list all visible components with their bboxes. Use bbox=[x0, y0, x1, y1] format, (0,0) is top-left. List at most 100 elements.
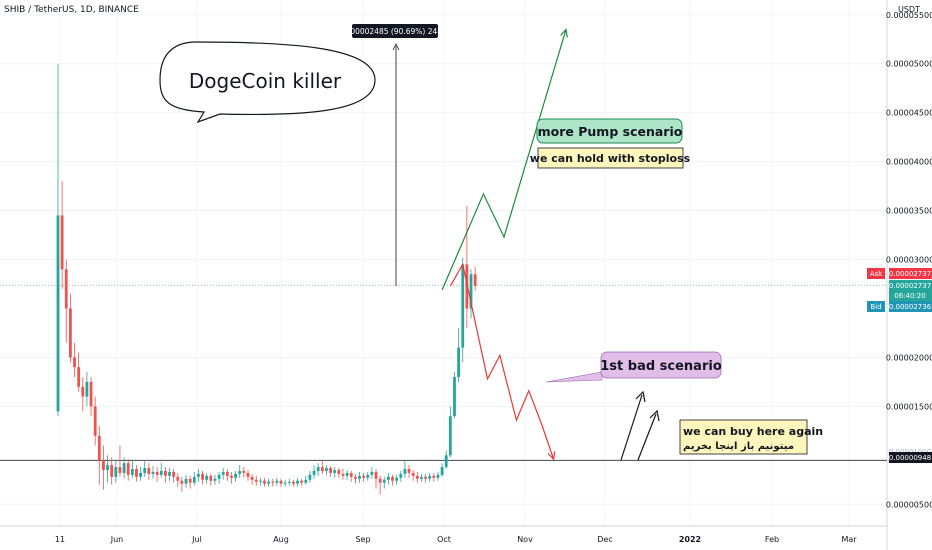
y-tick-label: 0.00004500 bbox=[886, 109, 932, 118]
bad-scenario-path bbox=[449, 262, 555, 460]
candle-body bbox=[89, 381, 93, 407]
candle-body bbox=[316, 467, 320, 471]
candle-body bbox=[267, 481, 271, 484]
pump-scenario-path-head bbox=[560, 28, 568, 38]
candle-body bbox=[77, 367, 81, 387]
bid-tag: Bid 0.00002736 bbox=[867, 301, 932, 312]
stoploss-label: we can hold with stoploss bbox=[530, 152, 691, 165]
candle-body bbox=[444, 455, 448, 468]
candle-body bbox=[147, 468, 151, 474]
buy-arrow-1[interactable] bbox=[620, 394, 643, 461]
candle-body bbox=[407, 469, 411, 473]
buy-label-box[interactable] bbox=[679, 419, 808, 455]
measure-label-box bbox=[352, 24, 438, 38]
candle-body bbox=[320, 467, 324, 471]
candle-body bbox=[135, 469, 138, 477]
buy-arrow-2-head bbox=[649, 409, 660, 422]
candle-body bbox=[114, 467, 118, 477]
candle-body bbox=[85, 381, 89, 397]
buy-arrow-2[interactable] bbox=[637, 413, 657, 461]
candle-body bbox=[329, 468, 332, 473]
ask-tag-label: Ask bbox=[870, 270, 883, 278]
candle-series bbox=[56, 63, 477, 495]
candle-body bbox=[163, 470, 167, 476]
candle-body bbox=[312, 470, 316, 475]
candle-body bbox=[238, 470, 242, 474]
pump-label: more Pump scenario bbox=[538, 124, 683, 139]
buy-arrow-1-head bbox=[635, 390, 646, 403]
stoploss-label-box[interactable] bbox=[537, 147, 684, 169]
candle-body bbox=[213, 478, 217, 481]
candle-body bbox=[106, 465, 109, 470]
y-tick-label: 0.00005500 bbox=[886, 11, 932, 20]
x-tick-label: Aug bbox=[273, 535, 289, 544]
bad-label-box[interactable] bbox=[600, 351, 722, 379]
x-tick-label: 2022 bbox=[679, 535, 701, 544]
candle-body bbox=[242, 470, 246, 473]
countdown: 06:40:20 bbox=[894, 292, 925, 300]
candle-body bbox=[440, 467, 444, 475]
candle-body bbox=[399, 473, 403, 478]
candle-body bbox=[217, 474, 221, 479]
last-price-value: 0.00002737 bbox=[889, 282, 931, 290]
candle-body bbox=[275, 480, 279, 483]
candle-body bbox=[168, 471, 171, 476]
candle-body bbox=[448, 416, 452, 456]
candle-body bbox=[432, 475, 436, 478]
candle-body bbox=[296, 480, 299, 484]
scenario-paths bbox=[441, 28, 568, 461]
candle-body bbox=[304, 479, 308, 483]
chart-title: SHIB / TetherUS, 1D, BINANCE bbox=[4, 5, 139, 15]
ask-tag-value: 0.00002737 bbox=[889, 270, 931, 278]
x-tick-label: Nov bbox=[517, 535, 533, 544]
support-tag-value: 0.00000948 bbox=[889, 454, 931, 462]
ask-tag: Ask 0.00002737 bbox=[867, 268, 932, 279]
candle-body bbox=[151, 471, 155, 474]
callout-bubble[interactable] bbox=[159, 41, 376, 124]
bid-tag-value: 0.00002736 bbox=[889, 303, 932, 311]
y-tick-label: 0.00003500 bbox=[886, 207, 932, 216]
candle-body bbox=[81, 386, 85, 397]
candle-body bbox=[159, 470, 163, 475]
y-axis-ticks: 0.00005500 0.00005000 0.00004500 0.00004000… bbox=[886, 11, 932, 509]
candle-body bbox=[341, 473, 345, 476]
candle-body bbox=[300, 480, 304, 483]
candle-body bbox=[461, 264, 465, 348]
candle-body bbox=[64, 269, 68, 309]
candle-body bbox=[56, 215, 60, 412]
candle-body bbox=[234, 473, 237, 478]
candle-body bbox=[172, 471, 176, 477]
candle-body bbox=[457, 347, 461, 377]
callout-text: DogeCoin killer bbox=[189, 69, 342, 93]
candle-body bbox=[366, 474, 370, 478]
last-price-tag: 0.00002737 06:40:20 bbox=[889, 280, 932, 301]
pump-label-box[interactable] bbox=[536, 118, 683, 144]
buy-label-fa: میتونیم باز اینجا بخریم bbox=[683, 441, 794, 452]
y-tick-label: 0.00001500 bbox=[886, 402, 932, 411]
candle-body bbox=[176, 476, 180, 481]
candle-body bbox=[428, 475, 432, 479]
measure-label: 0.00002485 (90.69%) 2485 bbox=[343, 27, 447, 36]
x-tick-label: 11 bbox=[55, 535, 65, 544]
candle-body bbox=[102, 460, 105, 470]
candle-body bbox=[139, 472, 142, 477]
x-tick-label: Dec bbox=[597, 535, 612, 544]
candle-body bbox=[130, 469, 134, 475]
candle-body bbox=[68, 308, 72, 358]
pump-scenario-path bbox=[441, 29, 567, 291]
candle-body bbox=[283, 482, 287, 484]
candle-body bbox=[382, 479, 386, 483]
candle-body bbox=[143, 468, 147, 473]
candle-body bbox=[271, 481, 275, 483]
candle-body bbox=[403, 469, 407, 474]
candle-body bbox=[126, 463, 130, 475]
candle-body bbox=[353, 476, 357, 479]
candle-body bbox=[205, 475, 209, 480]
x-axis-ticks: 11 Jun Jul Aug Sep Oct Nov Dec 2022 Feb Mar bbox=[55, 535, 857, 544]
bad-label: 1st bad scenario bbox=[600, 359, 722, 374]
measure-arrowhead bbox=[392, 43, 400, 51]
candle-body bbox=[258, 480, 262, 482]
candle-body bbox=[308, 474, 312, 480]
candle-body bbox=[436, 474, 440, 478]
